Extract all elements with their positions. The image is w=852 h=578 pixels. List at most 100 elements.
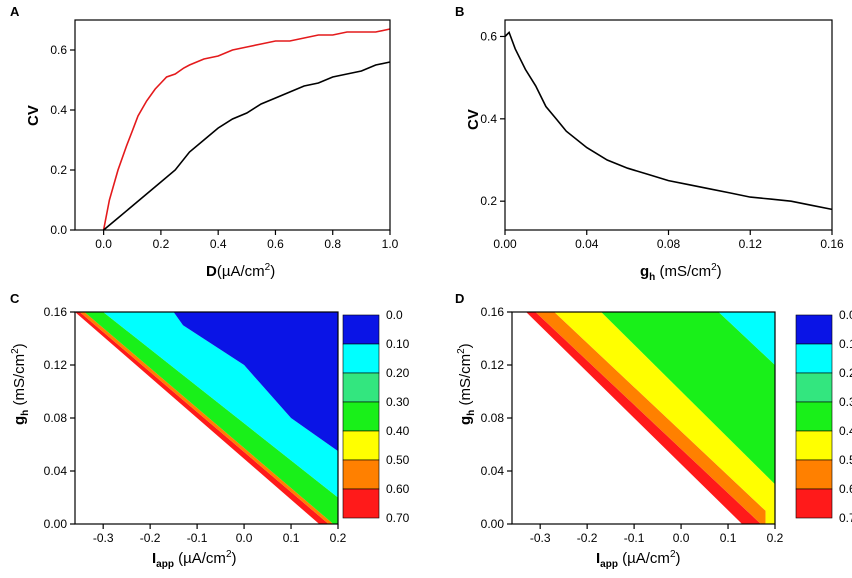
- panel-d-ytick-label: 0.00: [481, 517, 505, 531]
- panel-b-plot-area: 0.00 0.04 0.08 0.12 0.16 0.2 0.4 0.6: [480, 19, 844, 251]
- panel-d-region-4: [718, 312, 775, 365]
- panel-a-ytick-label: 0.4: [50, 103, 67, 117]
- panel-c-ytick-label: 0.04: [44, 464, 68, 478]
- panel-b-axes-frame: [504, 19, 833, 231]
- panel-d-ytick-label: 0.08: [481, 411, 505, 425]
- panel-d-ytick-label: 0.16: [481, 305, 505, 319]
- panel-c-xtick-label: -0.1: [187, 531, 208, 545]
- panel-c-region-4: [173, 312, 338, 452]
- panel-a-series-black: [103, 61, 391, 231]
- panel-c-ytick-label: 0.08: [44, 411, 68, 425]
- panel-d-colorbar-swatch: [795, 459, 833, 490]
- panel-c-colorbar-swatch: [342, 488, 380, 519]
- panel-c-xtick-label: -0.2: [140, 531, 161, 545]
- panel-c-colorbar-swatch: [342, 343, 380, 374]
- panel-c-xlabel: Iapp (µA/cm2): [152, 549, 237, 570]
- panel-c-region-2: [84, 312, 339, 524]
- panel-b-xtick-label: 0.00: [493, 237, 517, 251]
- panel-d-colorbar-label: 0.0: [839, 308, 852, 322]
- panel-c-colorbar-label: 0.40: [386, 424, 410, 438]
- panel-b-label: B: [455, 4, 464, 19]
- panel-c-plot-area: -0.3 -0.2 -0.1 0.0 0.1 0.2 0.00 0.04 0.08 0.12 0.1…: [44, 305, 347, 545]
- panel-b-ytick-label: 0.4: [480, 112, 497, 126]
- panel-d-colorbar-label: 0.10: [839, 337, 852, 351]
- panel-a-ytick-label: 0.0: [50, 223, 67, 237]
- panel-d-region-3: [601, 312, 775, 485]
- panel-a-series-red: [102, 28, 391, 231]
- panel-c-colorbar-label: 0.20: [386, 366, 410, 380]
- panel-d-colorbar-label: 0.40: [839, 424, 852, 438]
- panel-c-ytick-label: 0.16: [44, 305, 68, 319]
- panel-c: C -0.3 -0.2 -0.1 0.0 0.1 0.2 0.00 0.04 0.08 0.12 0…: [10, 291, 410, 570]
- panel-b-series-CV: [504, 30, 833, 211]
- panel-c-region-3: [103, 312, 338, 498]
- panel-d-xtick-label: -0.3: [530, 531, 551, 545]
- panel-a-ytick-label: 0.6: [50, 43, 67, 57]
- panel-c-xtick-label: 0.0: [236, 531, 253, 545]
- panel-d-colorbar-swatch: [795, 488, 833, 519]
- panel-d-xtick-label: -0.1: [624, 531, 645, 545]
- panel-c-colorbar-label: 0.60: [386, 482, 410, 496]
- panel-b-xtick-label: 0.04: [575, 237, 599, 251]
- panel-d-colorbar-swatch: [795, 430, 833, 461]
- panel-d-colorbar-swatch: [795, 372, 833, 403]
- panel-d-region-0: [526, 312, 761, 524]
- panel-c-xtick-label: 0.1: [283, 531, 300, 545]
- panel-c-ytick-label: 0.12: [44, 358, 68, 372]
- panel-a: A 0.0 0.2 0.4 0.6 0.8 1.0 0.0 0.2 0.4 0.6 CV D(µA…: [10, 4, 399, 280]
- panel-a-xlabel: D(µA/cm2): [206, 262, 275, 280]
- panel-d-colorbar-label: 0.50: [839, 453, 852, 467]
- panel-a-label: A: [10, 4, 20, 19]
- panel-a-ylabel: CV: [25, 105, 42, 126]
- panel-b-xtick-label: 0.08: [657, 237, 681, 251]
- panel-b-ylabel: CV: [465, 109, 482, 130]
- panel-d-xtick-label: 0.2: [767, 531, 784, 545]
- panel-a-ytick-label: 0.2: [50, 163, 67, 177]
- panel-d-xtick-label: -0.2: [577, 531, 598, 545]
- panel-c-colorbar-label: 0.30: [386, 395, 410, 409]
- panel-b-xtick-label: 0.16: [820, 237, 844, 251]
- panel-d-colorbar-label: 0.60: [839, 482, 852, 496]
- panel-d-ylabel: gh (mS/cm2): [456, 343, 477, 425]
- panel-c-xtick-label: 0.2: [330, 531, 347, 545]
- panel-c-colorbar-swatch: [342, 430, 380, 461]
- panel-a-plot-area: 0.0 0.2 0.4 0.6 0.8 1.0 0.0 0.2 0.4 0.6: [50, 19, 399, 251]
- panel-a-xtick-label: 0.6: [267, 237, 284, 251]
- panel-c-region-0: [75, 312, 329, 524]
- panel-c-label: C: [10, 291, 20, 306]
- panel-c-colorbar-label: 0.50: [386, 453, 410, 467]
- panel-c-colorbar-swatch: [342, 401, 380, 432]
- panel-c-ylabel: gh (mS/cm2): [10, 343, 31, 425]
- panel-a-xtick-label: 0.4: [210, 237, 227, 251]
- panel-d-colorbar: 0.0 0.10 0.20 0.30 0.40 0.50 0.60 0.70: [795, 308, 852, 525]
- panel-b-ytick-label: 0.6: [480, 29, 497, 43]
- panel-c-colorbar-swatch: [342, 459, 380, 490]
- panel-c-xtick-label: -0.3: [93, 531, 114, 545]
- panel-d: D -0.3 -0.2 -0.1 0.0 0.1 0.2 0.00 0.04 0.08 0.12 0…: [455, 291, 852, 570]
- panel-a-axes-frame: [74, 19, 391, 231]
- panel-c-colorbar: 0.0 0.10 0.20 0.30 0.40 0.50 0.60 0.70: [342, 308, 410, 525]
- panel-a-xtick-label: 1.0: [382, 237, 399, 251]
- panel-c-ytick-label: 0.00: [44, 517, 68, 531]
- panel-d-colorbar-label: 0.30: [839, 395, 852, 409]
- panel-a-xtick-label: 0.8: [324, 237, 341, 251]
- panel-c-colorbar-label: 0.0: [386, 308, 403, 322]
- panel-d-colorbar-label: 0.70: [839, 511, 852, 525]
- panel-d-xtick-label: 0.0: [673, 531, 690, 545]
- panel-d-ytick-label: 0.04: [481, 464, 505, 478]
- panel-c-colorbar-label: 0.10: [386, 337, 410, 351]
- panel-a-xtick-label: 0.0: [95, 237, 112, 251]
- panel-b-xlabel: gh (mS/cm2): [640, 262, 722, 283]
- panel-d-xtick-label: 0.1: [720, 531, 737, 545]
- panel-d-colorbar-swatch: [795, 314, 833, 345]
- panel-c-colorbar-label: 0.70: [386, 511, 410, 525]
- panel-d-colorbar-swatch: [795, 401, 833, 432]
- panel-c-colorbar-swatch: [342, 372, 380, 403]
- panel-b: B 0.00 0.04 0.08 0.12 0.16 0.2 0.4 0.6 CV gh (m…: [455, 4, 844, 283]
- panel-c-colorbar-swatch: [342, 314, 380, 345]
- panel-b-ytick-label: 0.2: [480, 194, 497, 208]
- panel-d-region-1: [535, 312, 766, 524]
- panel-d-ytick-label: 0.12: [481, 358, 505, 372]
- panel-c-region-1: [79, 312, 334, 524]
